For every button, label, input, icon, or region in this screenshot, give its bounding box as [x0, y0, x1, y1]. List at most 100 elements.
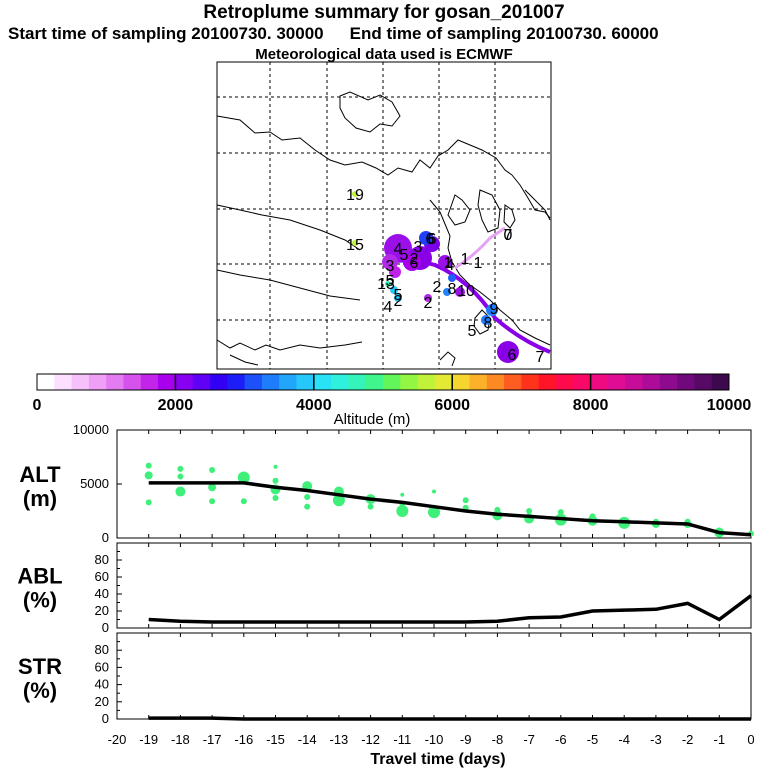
map-label: 5 — [386, 273, 395, 290]
y-tick-label: 10000 — [73, 422, 109, 437]
colorbar-cells — [37, 374, 730, 390]
alt-point — [237, 471, 250, 484]
x-axis-label: Travel time (days) — [370, 751, 505, 768]
map-label: 4 — [394, 241, 403, 258]
map-label: 1 — [461, 251, 470, 268]
colorbar-cell — [175, 374, 194, 390]
alt-point — [177, 465, 184, 472]
colorbar-label: Altitude (m) — [334, 411, 411, 428]
x-tick-label: -11 — [393, 732, 411, 747]
map-label: 15 — [346, 237, 364, 254]
colorbar-cell — [573, 374, 591, 390]
alt-point — [304, 493, 311, 500]
plume-blob — [352, 191, 358, 197]
alt-point — [304, 503, 311, 510]
colorbar-cell — [383, 374, 401, 390]
plume-blob — [352, 240, 358, 246]
alt-point — [462, 497, 469, 504]
y-tick-label: 40 — [95, 677, 109, 692]
colorbar-cell — [590, 374, 609, 390]
map-label: 9 — [490, 301, 499, 318]
colorbar-cell — [400, 374, 418, 390]
sampling-times: Start time of sampling 20100730. 30000 En… — [8, 24, 768, 44]
map-label: 7 — [536, 349, 545, 366]
alt-point — [557, 509, 564, 516]
colorbar-cell — [192, 374, 211, 390]
colorbar-tick-label: 6000 — [434, 397, 470, 414]
colorbar-cell — [434, 374, 453, 390]
map-label: 3 — [386, 258, 395, 275]
colorbar-cell — [296, 374, 315, 390]
colorbar-cell — [417, 374, 436, 390]
alt-point — [367, 503, 374, 510]
map-label: 1 — [444, 255, 453, 272]
x-tick-label: -5 — [587, 732, 599, 747]
colorbar-cell — [659, 374, 678, 390]
map-label: 4 — [446, 257, 455, 274]
plume-blob — [382, 254, 398, 270]
alt-median-line — [148, 481, 752, 537]
x-tick-label: -16 — [234, 732, 253, 747]
x-tick-label: -9 — [460, 732, 472, 747]
x-tick-label: -4 — [618, 732, 630, 747]
alt-point — [273, 464, 278, 469]
colorbar-cell — [677, 374, 695, 390]
colorbar-cell — [140, 374, 159, 390]
map-label: 2 — [410, 251, 419, 268]
colorbar-cell — [54, 374, 72, 390]
colorbar-cell — [71, 374, 90, 390]
alt-point — [272, 477, 279, 484]
plume-blob — [394, 294, 402, 302]
map-label: 6 — [508, 347, 517, 364]
x-tick-label: -6 — [555, 732, 567, 747]
abl-line — [148, 594, 753, 624]
map-label: 5 — [468, 323, 477, 340]
colorbar-cell — [261, 374, 280, 390]
x-tick-label: -14 — [298, 732, 317, 747]
alt-point — [432, 489, 436, 494]
y-tick-label: 80 — [95, 642, 109, 657]
colorbar-cell — [642, 374, 661, 390]
x-tick-label: -18 — [171, 732, 190, 747]
x-tick-label: -8 — [492, 732, 504, 747]
map-label: 8 — [448, 281, 457, 298]
colorbar-cell — [694, 374, 713, 390]
alt-point — [145, 499, 152, 506]
x-tick-label: -12 — [361, 732, 380, 747]
colorbar-cell — [244, 374, 263, 390]
colorbar-cell — [313, 374, 332, 390]
abl-panel: ABL (%) 80 60 40 20 0 — [17, 542, 753, 635]
colorbar-cell — [158, 374, 176, 390]
x-tick-label: -7 — [523, 732, 535, 747]
map-label: 2 — [424, 295, 433, 312]
colorbar-cell — [123, 374, 142, 390]
y-tick-label: 20 — [95, 603, 109, 618]
map-label: 6 — [426, 231, 435, 248]
colorbar-cell — [348, 374, 367, 390]
map-label: 2 — [433, 279, 442, 296]
colorbar-tick-label: 4000 — [296, 397, 332, 414]
y-tick-label: 60 — [95, 659, 109, 674]
colorbar-cell — [331, 374, 349, 390]
end-sampling-text: End time of sampling 20100730. 60000 — [349, 24, 659, 43]
start-sampling-text: Start time of sampling 20100730. 30000 — [8, 24, 324, 43]
map-label: 5 — [400, 247, 409, 264]
colorbar-tick-label: 0 — [33, 397, 42, 414]
colorbar-cell — [37, 374, 55, 390]
alt-point — [145, 462, 152, 469]
x-tick-label: -13 — [330, 732, 349, 747]
panel-ylabel: STR (%) — [18, 654, 62, 703]
colorbar-cell — [556, 374, 574, 390]
colorbar-cell — [106, 374, 124, 390]
colorbar-cell — [227, 374, 245, 390]
x-axis: -20 -19 -18 -17 -16 -15 -14 -13 -12 -11 -10 -9 -8 -7-… — [108, 732, 755, 747]
plume-blob — [385, 281, 391, 287]
colorbar-cell — [711, 374, 730, 390]
colorbar-cell — [486, 374, 505, 390]
y-tick-label: 60 — [95, 569, 109, 584]
plume-blob — [403, 253, 421, 271]
colorbar-cell — [625, 374, 643, 390]
map-frame — [216, 61, 552, 370]
